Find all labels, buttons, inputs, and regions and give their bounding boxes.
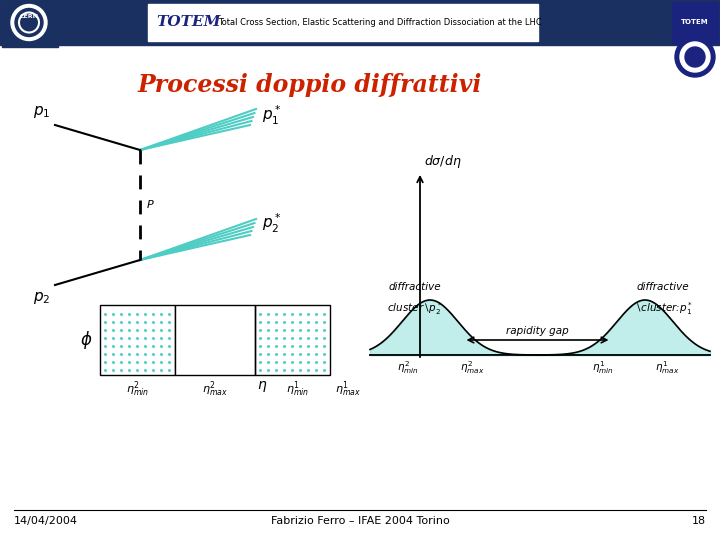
Text: $\eta^1_{min}$: $\eta^1_{min}$ [286, 379, 309, 399]
Bar [672, 2, 718, 43]
Circle shape [685, 47, 705, 67]
Bar [148, 4, 538, 41]
Text: Total Cross Section, Elastic Scattering and Diffraction Dissociation at the LHC: Total Cross Section, Elastic Scattering … [218, 18, 541, 27]
Text: Fabrizio Ferro – IFAE 2004 Torino: Fabrizio Ferro – IFAE 2004 Torino [271, 516, 449, 526]
Text: $\eta^2_{max}$: $\eta^2_{max}$ [202, 379, 228, 399]
Text: $\eta^1_{min}$: $\eta^1_{min}$ [592, 359, 614, 376]
Text: P: P [147, 200, 154, 210]
Bar [150, 6, 536, 39]
Text: Processi doppio diffrattivi: Processi doppio diffrattivi [138, 73, 482, 97]
Text: $\eta$: $\eta$ [257, 379, 267, 394]
Text: $\phi$: $\phi$ [80, 329, 92, 351]
Bar [255, 305, 330, 375]
Text: rapidity gap: rapidity gap [506, 326, 569, 336]
Circle shape [675, 37, 715, 77]
Text: CERN: CERN [19, 14, 38, 19]
Text: $p_1^*$: $p_1^*$ [262, 103, 282, 126]
Text: $p_1$: $p_1$ [32, 104, 50, 120]
Text: TOTEM: TOTEM [681, 19, 708, 25]
Bar [175, 305, 255, 375]
Text: $\eta^2_{min}$: $\eta^2_{min}$ [397, 359, 418, 376]
Text: 14/04/2004: 14/04/2004 [14, 516, 78, 526]
Text: 18: 18 [692, 516, 706, 526]
Text: $p_2^*$: $p_2^*$ [262, 211, 282, 234]
Text: $\eta^1_{max}$: $\eta^1_{max}$ [335, 379, 361, 399]
Bar [2, 0, 58, 47]
Circle shape [680, 42, 710, 72]
Circle shape [15, 9, 43, 37]
Text: $\eta^1_{max}$: $\eta^1_{max}$ [655, 359, 680, 376]
Text: $p_2$: $p_2$ [32, 290, 50, 306]
Bar [100, 305, 175, 375]
Text: $\eta^2_{min}$: $\eta^2_{min}$ [126, 379, 149, 399]
Bar [0, 0, 720, 45]
Text: TOTEM: TOTEM [156, 16, 220, 30]
Text: cluster$\setminus p_2^*$: cluster$\setminus p_2^*$ [387, 300, 443, 317]
Text: diffractive: diffractive [389, 282, 441, 292]
Text: $\setminus$cluster:p$_1^*$: $\setminus$cluster:p$_1^*$ [634, 300, 693, 317]
Text: $\eta^2_{max}$: $\eta^2_{max}$ [460, 359, 485, 376]
Circle shape [11, 4, 47, 40]
Text: diffractive: diffractive [636, 282, 689, 292]
Text: $d\sigma/d\eta$: $d\sigma/d\eta$ [424, 153, 462, 170]
